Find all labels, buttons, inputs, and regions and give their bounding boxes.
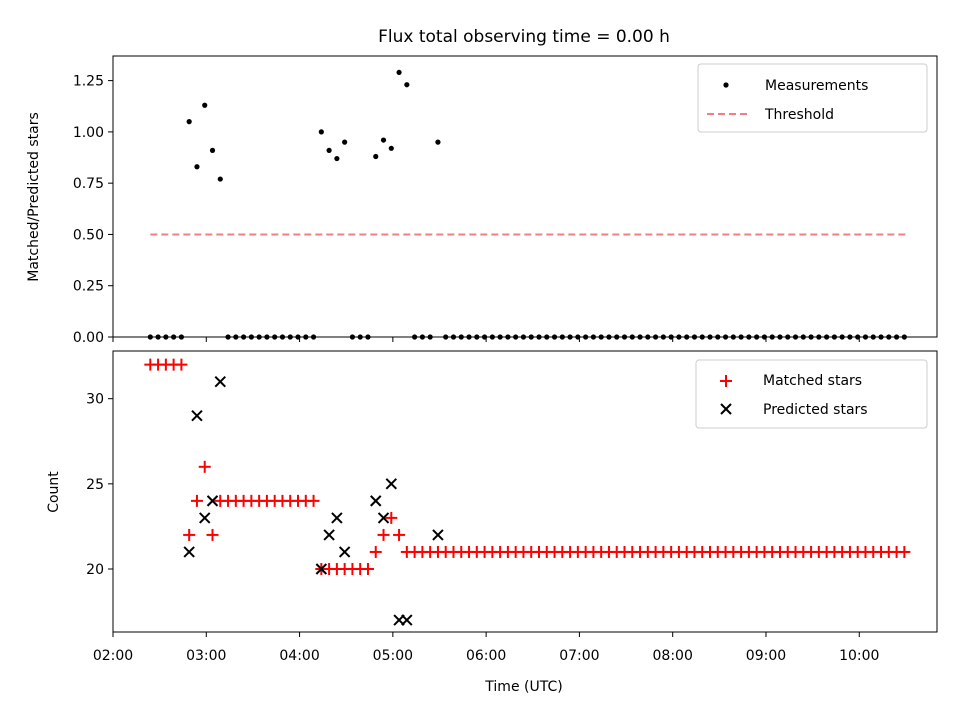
- legend-measurements-marker: [723, 82, 729, 88]
- ratio-y-tick-label: 1.00: [73, 125, 104, 141]
- count-y-tick-label: 30: [86, 392, 104, 408]
- ratio-panel: 0.00 0.25 0.50 0.75 1.00 1.25 Matched/Predict…: [26, 55, 938, 346]
- matched-star-point: [898, 545, 911, 558]
- predicted-star-point: [385, 478, 398, 490]
- matched-star-point: [385, 511, 398, 524]
- matched-star-point: [361, 562, 374, 575]
- count-x-ticks: 02:00 03:00 04:00 05:00 06:00 07:00 08:00 09:00…: [93, 632, 879, 664]
- measurement-point: [388, 145, 394, 151]
- predicted-star-point: [191, 410, 203, 422]
- measurement-point: [342, 139, 348, 145]
- ratio-y-tick-label: 0.00: [73, 330, 104, 346]
- ratio-y-tick-label: 1.25: [73, 74, 104, 90]
- ratio-y-axis-label: Matched/Predicted stars: [26, 112, 42, 282]
- legend-threshold-label: Threshold: [764, 107, 834, 123]
- matched-star-point: [377, 528, 390, 541]
- predicted-star-point: [331, 512, 343, 524]
- predicted-star-point: [338, 546, 351, 558]
- predicted-star-point: [183, 546, 195, 558]
- matched-star-point: [206, 528, 219, 541]
- ratio-y-tick-label: 0.50: [73, 227, 104, 243]
- ratio-x-ticks: [112, 337, 860, 342]
- matched-star-point: [393, 528, 406, 541]
- legend-matched-marker: [720, 375, 732, 387]
- measurement-point: [380, 137, 387, 143]
- matched-star-point: [175, 358, 188, 371]
- legend-predicted-marker: [720, 403, 732, 415]
- chart-title: Flux total observing time = 0.00 h: [378, 27, 670, 47]
- predicted-star-point: [401, 614, 413, 626]
- legend-predicted-label: Predicted stars: [763, 402, 868, 418]
- count-axes-frame: [112, 350, 938, 633]
- measurement-point: [404, 82, 410, 88]
- ratio-y-ticks: 0.00 0.25 0.50 0.75 1.00 1.25: [73, 74, 113, 346]
- x-axis-label: Time (UTC): [484, 679, 562, 695]
- measurement-point: [318, 129, 324, 135]
- count-legend: Matched stars Predicted stars: [695, 359, 928, 429]
- count-panel: 20 25 30 02:00 03:00 04:00 05:00 06:00 07:00 08:…: [46, 350, 938, 695]
- count-y-tick-label: 25: [86, 477, 104, 493]
- x-tick-label: 08:00: [653, 648, 693, 664]
- measurement-point: [209, 147, 216, 153]
- measurement-point: [396, 69, 402, 76]
- ratio-axes-frame: [112, 55, 938, 338]
- measurement-point: [194, 164, 200, 170]
- matched-star-point: [190, 494, 203, 507]
- matched-star-point: [198, 460, 211, 473]
- matched-star-point: [307, 494, 320, 507]
- predicted-star-point: [214, 375, 226, 388]
- predicted-star-point: [315, 563, 328, 575]
- predicted-star-point: [206, 495, 219, 507]
- predicted-star-point: [199, 512, 211, 524]
- ratio-y-tick-label: 0.75: [73, 176, 104, 192]
- matched-star-point: [183, 528, 196, 541]
- measurement-point: [373, 153, 379, 160]
- count-y-axis-label: Count: [46, 471, 62, 513]
- x-tick-label: 09:00: [746, 648, 786, 664]
- count-legend-box: [695, 359, 928, 429]
- measurement-point: [186, 119, 192, 125]
- predicted-star-point: [323, 529, 335, 541]
- x-tick-label: 07:00: [559, 648, 599, 664]
- measurement-point: [334, 155, 340, 162]
- ratio-legend: Measurements Threshold: [697, 63, 928, 133]
- x-tick-label: 05:00: [373, 648, 413, 664]
- measurement-point: [202, 102, 208, 108]
- x-tick-label: 03:00: [186, 648, 226, 664]
- legend-measurements-label: Measurements: [765, 78, 868, 94]
- ratio-legend-box: [697, 63, 928, 133]
- predicted-star-point: [370, 495, 382, 507]
- measurement-point: [326, 147, 332, 153]
- ratio-y-tick-label: 0.25: [73, 279, 104, 295]
- legend-matched-label: Matched stars: [763, 373, 862, 389]
- x-tick-label: 04:00: [279, 648, 319, 664]
- x-tick-label: 02:00: [93, 648, 133, 664]
- count-y-tick-label: 20: [86, 562, 104, 578]
- x-tick-label: 06:00: [466, 648, 506, 664]
- measurement-point: [217, 176, 223, 182]
- matched-star-point: [369, 545, 382, 558]
- predicted-star-point: [377, 512, 390, 524]
- x-tick-label: 10:00: [839, 648, 879, 664]
- measurement-point: [435, 139, 441, 145]
- predicted-star-point: [432, 529, 444, 541]
- count-marks: [144, 358, 911, 626]
- count-y-ticks: 20 25 30: [86, 392, 113, 578]
